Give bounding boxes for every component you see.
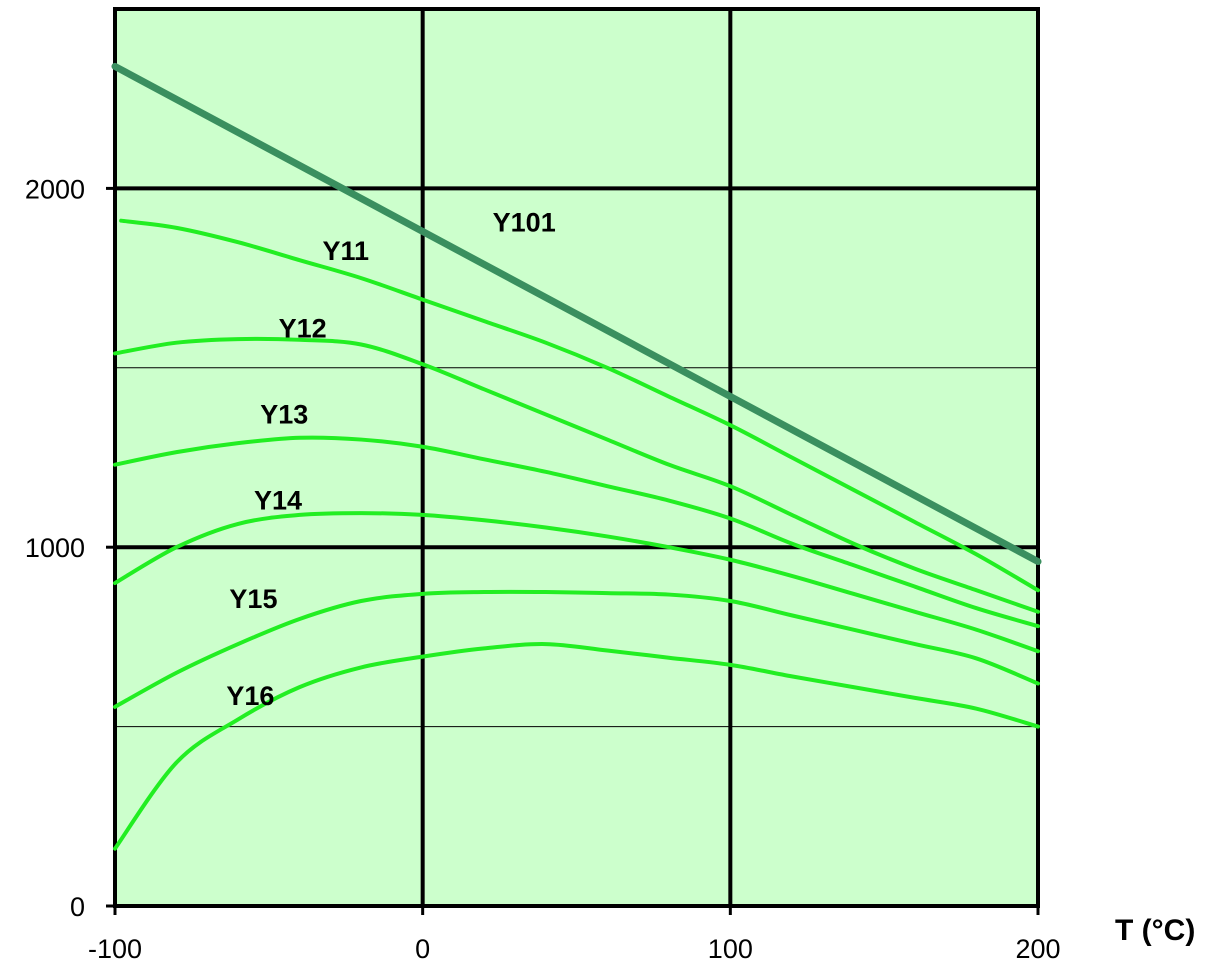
series-line-y15 bbox=[113, 589, 1040, 709]
x-axis-title: T (°C) bbox=[1115, 914, 1195, 947]
x-tick-label-0: -100 bbox=[88, 934, 142, 962]
y-tick-label-2: 2000 bbox=[25, 174, 85, 204]
series-line-y13 bbox=[113, 435, 1040, 629]
series-labels: Y11 Y12 Y13 Y14 Y15 Y16 Y101 bbox=[226, 207, 555, 711]
series-label-y13: Y13 bbox=[260, 399, 308, 429]
series-label-y15: Y15 bbox=[229, 584, 277, 614]
series-label-y12: Y12 bbox=[279, 313, 327, 343]
x-tick-label-3: 200 bbox=[1015, 934, 1060, 962]
series-line-y101 bbox=[111, 62, 1042, 566]
x-tick-label-2: 100 bbox=[708, 934, 753, 962]
series-label-y14: Y14 bbox=[254, 486, 302, 516]
series-label-y11: Y11 bbox=[322, 236, 369, 266]
y-tick-label-0: 0 bbox=[70, 892, 85, 922]
x-tick-labels: -100 0 100 200 bbox=[88, 934, 1061, 962]
series-line-y14 bbox=[113, 511, 1040, 654]
x-tick-label-1: 0 bbox=[415, 934, 430, 962]
plot-area bbox=[115, 9, 1038, 906]
axes bbox=[106, 7, 1040, 915]
series-layer bbox=[111, 62, 1042, 851]
series-line-y16 bbox=[113, 642, 1040, 851]
plot-frame bbox=[113, 7, 1040, 908]
series-line-y11 bbox=[119, 218, 1040, 593]
series-line-y12 bbox=[113, 336, 1040, 614]
y-tick-labels: 0 1000 2000 bbox=[25, 174, 85, 922]
series-label-y101: Y101 bbox=[493, 207, 556, 237]
series-label-y16: Y16 bbox=[226, 681, 274, 711]
y-tick-label-1: 1000 bbox=[25, 533, 85, 563]
